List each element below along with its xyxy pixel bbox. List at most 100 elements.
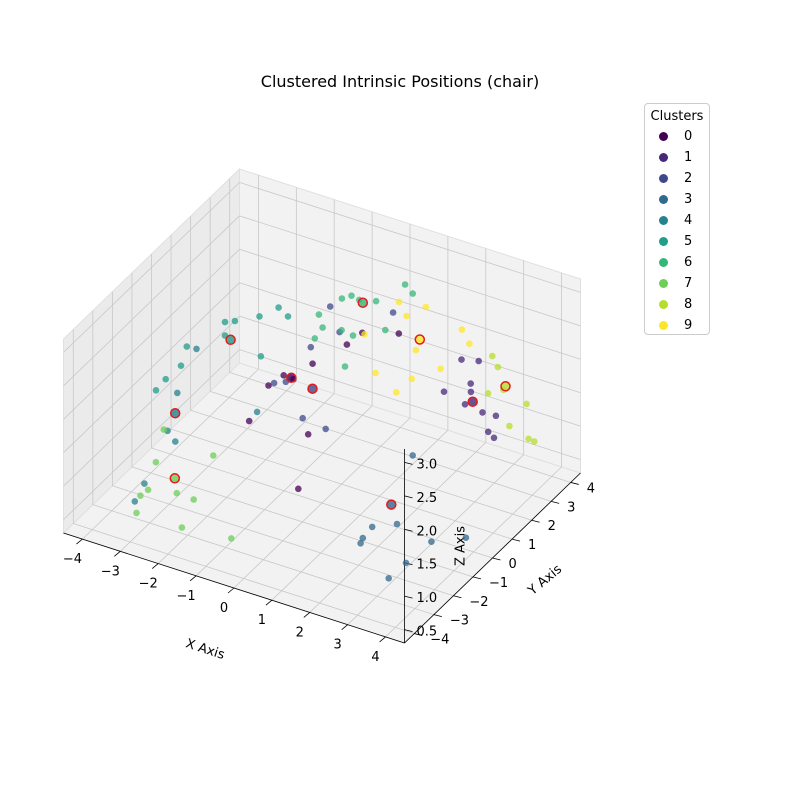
data-point-cluster-4 <box>193 345 200 353</box>
data-point-cluster-1 <box>458 356 465 363</box>
legend-item-1: 1 <box>645 147 709 168</box>
z-tick-mark <box>404 595 413 599</box>
legend-label: 7 <box>684 276 693 291</box>
grid-line <box>190 409 532 521</box>
data-point-cluster-9 <box>412 346 420 354</box>
y-tick-label: 1 <box>528 538 536 553</box>
legend-label: 1 <box>684 150 693 165</box>
grid-line <box>112 485 454 597</box>
data-point-cluster-5 <box>162 375 169 383</box>
data-point-cluster-9 <box>458 326 466 333</box>
y-tick-mark <box>551 500 560 504</box>
grid-line <box>210 390 552 502</box>
data-point-cluster-8 <box>525 435 532 443</box>
data-point-cluster-5 <box>152 387 160 394</box>
data-point-cluster-0 <box>395 330 403 337</box>
data-point-cluster-3 <box>402 559 410 567</box>
x-tick-label: 0 <box>220 601 228 616</box>
legend-marker <box>659 195 668 204</box>
legend-label: 6 <box>684 255 693 270</box>
legend-item-3: 3 <box>645 189 709 210</box>
data-point-cluster-6 <box>409 290 417 297</box>
legend-item-9: 9 <box>645 315 709 336</box>
legend-item-4: 4 <box>645 210 709 231</box>
data-point-cluster-2 <box>389 309 397 316</box>
data-point-cluster-3 <box>359 534 367 542</box>
legend-marker <box>659 132 668 141</box>
legend-title: Clusters <box>650 109 704 124</box>
centroid-cluster-9 <box>414 334 426 345</box>
data-point-cluster-2 <box>270 379 278 387</box>
legend-item-7: 7 <box>645 273 709 294</box>
legend-marker <box>659 321 668 330</box>
y-tick-label: 2 <box>548 519 556 534</box>
data-point-cluster-8 <box>523 400 530 408</box>
z-tick-mark <box>404 495 413 499</box>
y-tick-mark <box>453 595 462 599</box>
x-tick-mark <box>265 599 273 606</box>
data-point-cluster-1 <box>467 380 475 387</box>
data-point-cluster-6 <box>311 335 319 342</box>
grid-line <box>63 248 240 420</box>
legend-item-5: 5 <box>645 231 709 252</box>
legend-label: 3 <box>684 192 693 207</box>
y-tick-label: 3 <box>567 500 575 515</box>
data-point-cluster-2 <box>322 425 330 433</box>
z-tick-mark <box>404 629 413 633</box>
x-tick-label: −2 <box>139 577 158 592</box>
legend-label: 5 <box>684 234 693 249</box>
data-point-cluster-5 <box>256 313 263 320</box>
centroid-cluster-7 <box>169 473 181 484</box>
data-point-cluster-0 <box>343 341 351 348</box>
legend-marker <box>659 237 668 246</box>
data-point-cluster-4 <box>131 498 139 505</box>
z-tick-mark <box>404 461 413 465</box>
data-point-cluster-3 <box>385 575 393 582</box>
data-point-cluster-5 <box>177 362 185 370</box>
data-point-cluster-9 <box>466 340 473 348</box>
data-point-cluster-6 <box>319 324 326 331</box>
data-point-cluster-5 <box>231 317 239 325</box>
data-point-cluster-0 <box>309 360 316 368</box>
x-tick-label: 1 <box>258 613 266 628</box>
data-point-cluster-7 <box>228 535 235 542</box>
data-point-cluster-9 <box>395 298 403 306</box>
data-point-cluster-0 <box>280 372 288 379</box>
x-tick-label: 3 <box>334 638 342 653</box>
legend-label: 2 <box>684 171 693 186</box>
x-tick-label: 2 <box>296 625 304 640</box>
data-point-cluster-7 <box>133 509 140 517</box>
centroid-cluster-8 <box>500 381 511 392</box>
data-point-cluster-7 <box>137 492 144 500</box>
x-tick-mark <box>379 636 386 643</box>
data-point-cluster-9 <box>403 312 410 320</box>
x-tick-mark <box>114 551 121 557</box>
legend-marker <box>659 258 668 267</box>
z-tick-label: 2.0 <box>417 524 438 539</box>
legend-marker <box>659 216 668 225</box>
data-point-cluster-8 <box>531 438 538 445</box>
chart-title: Clustered Intrinsic Positions (chair) <box>260 72 540 91</box>
y-tick-mark <box>492 557 501 561</box>
data-point-cluster-5 <box>183 343 191 350</box>
z-tick-label: 0.5 <box>417 625 438 640</box>
data-point-cluster-2 <box>326 303 334 310</box>
y-tick-mark <box>570 482 579 485</box>
grid-line <box>63 282 240 454</box>
centroid-cluster-3 <box>386 499 397 510</box>
x-tick-label: 4 <box>371 650 379 665</box>
y-tick-label: −1 <box>489 576 508 591</box>
data-point-cluster-3 <box>428 538 435 545</box>
x-tick-label: −4 <box>63 552 82 567</box>
grid-line <box>229 372 571 483</box>
y-tick-label: 0 <box>509 557 517 572</box>
legend-item-6: 6 <box>645 252 709 273</box>
y-tick-mark <box>511 538 521 542</box>
data-point-cluster-2 <box>299 414 307 422</box>
y-tick-mark <box>414 633 423 636</box>
x-tick-mark <box>227 587 235 594</box>
data-point-cluster-1 <box>440 388 448 396</box>
data-point-cluster-2 <box>307 343 315 351</box>
y-tick-label: 4 <box>587 481 595 496</box>
centroid-cluster-5 <box>225 334 236 346</box>
